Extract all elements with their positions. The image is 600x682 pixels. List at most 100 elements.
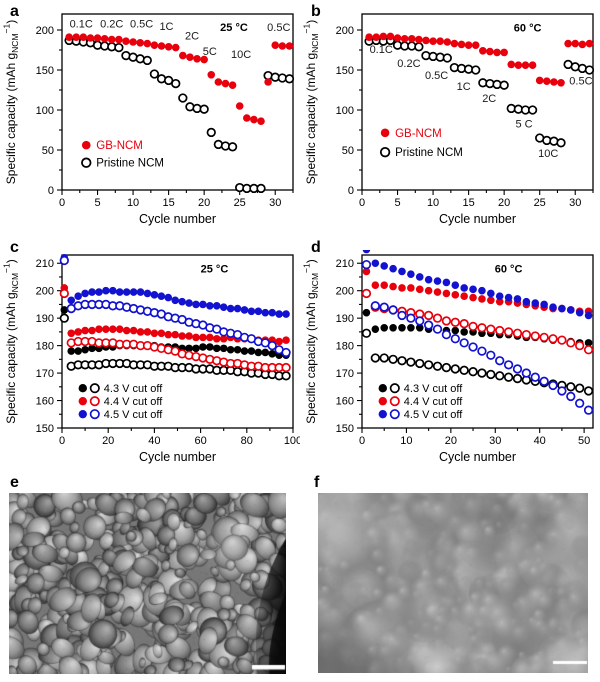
svg-text:4.5 V cut off: 4.5 V cut off	[104, 409, 163, 421]
svg-text:0.5C: 0.5C	[425, 70, 448, 82]
x-axis-label: Cycle number	[139, 450, 216, 464]
svg-text:150: 150	[336, 65, 354, 77]
tick-marks	[357, 262, 585, 433]
axes	[361, 254, 594, 429]
svg-text:100: 100	[36, 105, 54, 117]
y-axis-label: Specific capacity (mAh gNCM−1)	[2, 259, 21, 423]
svg-text:20: 20	[498, 197, 510, 209]
svg-text:1C: 1C	[159, 21, 173, 33]
svg-text:1C: 1C	[457, 81, 471, 93]
svg-text:0: 0	[59, 435, 65, 447]
svg-text:4.3 V cut off: 4.3 V cut off	[404, 383, 463, 395]
panel-label-f: f	[314, 474, 320, 491]
svg-text:25 °C: 25 °C	[201, 264, 229, 276]
svg-text:150: 150	[336, 423, 354, 435]
svg-text:GB-NCM: GB-NCM	[96, 140, 143, 152]
svg-text:0: 0	[359, 435, 365, 447]
svg-text:15: 15	[462, 197, 474, 209]
x-axis-label: Cycle number	[139, 212, 216, 226]
svg-text:10C: 10C	[538, 148, 558, 160]
chart-rate-capability-60c: 0 5 10 15 20 25 30 0 50 100 150 200 Cycle number Spec…	[302, 13, 595, 226]
svg-text:5: 5	[94, 197, 100, 209]
svg-text:4.5 V cut off: 4.5 V cut off	[404, 409, 463, 421]
svg-text:190: 190	[336, 313, 354, 325]
svg-text:0.5C: 0.5C	[569, 75, 592, 87]
chart-cycling-25c: 0 20 40 60 80 100 150 160 170 180 190 200 210 Cycle n…	[2, 253, 300, 464]
svg-text:200: 200	[336, 286, 354, 298]
svg-text:30: 30	[569, 197, 581, 209]
svg-text:Pristine NCM: Pristine NCM	[96, 158, 164, 170]
svg-text:0: 0	[48, 185, 54, 197]
svg-text:190: 190	[36, 313, 54, 325]
series-4.5-v-cut-off-filled-	[60, 253, 290, 318]
annotations: 25 °C	[201, 264, 229, 276]
svg-text:50: 50	[342, 145, 354, 157]
svg-text:160: 160	[36, 396, 54, 408]
svg-text:30: 30	[269, 197, 281, 209]
svg-text:25: 25	[534, 197, 546, 209]
svg-text:170: 170	[336, 368, 354, 380]
svg-text:50: 50	[578, 435, 590, 447]
svg-text:30: 30	[489, 435, 501, 447]
annotations: 0.1C 0.2C 0.5C 1C 2C 5 C 10C 60 °C 0.5C	[370, 23, 593, 161]
chart-cycling-60c: 0 10 20 30 40 50 150 160 170 180 190 200 210 Cycle nu…	[302, 250, 594, 464]
chart-rate-capability-25c: 0 5 10 15 20 25 30 0 50 100 150 200 Cycle number Spec…	[2, 13, 295, 226]
svg-text:4.4 V cut off: 4.4 V cut off	[104, 396, 163, 408]
svg-text:200: 200	[36, 25, 54, 37]
x-axis-label: Cycle number	[439, 450, 516, 464]
svg-text:2C: 2C	[482, 93, 496, 105]
series-4.5-v-cut-off-open-	[361, 259, 594, 415]
y-axis-label: Specific capacity (mAh gNCM−1)	[302, 259, 321, 423]
series-gb-ncm	[365, 32, 594, 87]
svg-text:25 °C: 25 °C	[220, 22, 248, 34]
series-4.4-v-cut-off-open-	[361, 288, 594, 355]
svg-text:10: 10	[400, 435, 412, 447]
svg-text:4.3 V cut off: 4.3 V cut off	[104, 383, 163, 395]
svg-text:200: 200	[336, 25, 354, 37]
panel-label-c: c	[10, 239, 19, 256]
svg-text:180: 180	[36, 341, 54, 353]
legend: GB-NCM Pristine NCM	[81, 140, 164, 170]
svg-text:0.5C: 0.5C	[267, 22, 290, 34]
svg-text:0.1C: 0.1C	[370, 44, 393, 56]
svg-text:2C: 2C	[185, 31, 199, 43]
svg-text:GB-NCM: GB-NCM	[395, 128, 442, 140]
sem-image-e	[9, 493, 286, 674]
svg-text:40: 40	[534, 435, 546, 447]
svg-text:0.2C: 0.2C	[100, 19, 123, 31]
svg-text:10C: 10C	[231, 49, 251, 61]
tick-marks	[357, 29, 594, 195]
svg-text:180: 180	[336, 341, 354, 353]
svg-text:210: 210	[36, 258, 54, 270]
tick-labels: 0 5 10 15 20 25 30 0 50 100 150 200	[336, 25, 582, 209]
panel-label-a: a	[10, 3, 19, 20]
tick-labels: 0 10 20 30 40 50 150 160 170 180 190 200 210	[336, 258, 591, 447]
svg-text:0: 0	[348, 185, 354, 197]
x-axis-label: Cycle number	[439, 212, 516, 226]
panel-label-b: b	[311, 3, 321, 20]
svg-text:170: 170	[36, 368, 54, 380]
svg-text:0.5C: 0.5C	[130, 19, 153, 31]
series-pristine-ncm	[64, 35, 295, 194]
svg-text:0.1C: 0.1C	[70, 19, 93, 31]
sem-image-f	[318, 493, 588, 673]
tick-labels: 0 5 10 15 20 25 30 0 50 100 150 200	[36, 25, 282, 209]
tick-marks	[57, 29, 294, 195]
axes	[361, 13, 594, 191]
svg-text:10: 10	[127, 197, 139, 209]
svg-text:60 °C: 60 °C	[495, 264, 523, 276]
panel-label-e: e	[10, 474, 19, 491]
svg-text:5 C: 5 C	[515, 119, 532, 131]
svg-text:10: 10	[427, 197, 439, 209]
svg-text:25: 25	[234, 197, 246, 209]
annotations: 0.1C 0.2C 0.5C 1C 2C 25 °C5C 10C 0.5C	[70, 19, 291, 61]
svg-text:80: 80	[241, 435, 253, 447]
series-4.5-v-cut-off-open-	[59, 255, 291, 358]
svg-text:20: 20	[102, 435, 114, 447]
svg-text:20: 20	[445, 435, 457, 447]
series-4.4-v-cut-off-open-	[59, 288, 291, 373]
annotations: 60 °C	[495, 264, 523, 276]
